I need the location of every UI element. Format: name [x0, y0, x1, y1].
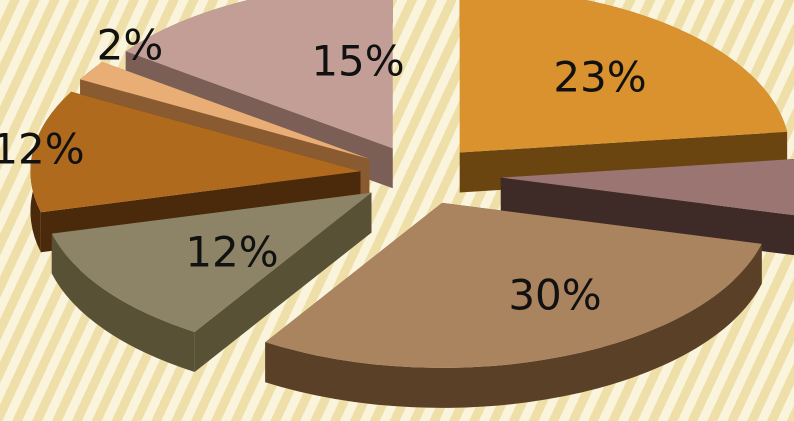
slice-label-0: 23%	[553, 53, 646, 102]
slice-tops	[30, 0, 794, 368]
slice-label-3: 12%	[185, 228, 278, 277]
pie-slice-0	[459, 0, 788, 153]
slice-label-5: 2%	[97, 21, 164, 70]
pie-slice-4	[30, 91, 361, 213]
slice-labels: 23% 30% 12% 12% 2% 15%	[0, 21, 647, 320]
pie-slice-3	[51, 192, 372, 332]
slice-label-6: 15%	[311, 37, 404, 86]
slice-edge-1-1	[500, 177, 794, 256]
slice-label-2: 30%	[508, 271, 601, 320]
slice-side-2	[265, 243, 762, 408]
pie-slice-2	[265, 202, 762, 368]
pie-slice-1	[500, 159, 794, 216]
slice-label-4: 12%	[0, 125, 85, 174]
pie-slice-5	[80, 61, 370, 159]
pie-slice-6	[125, 0, 393, 149]
slice-side-3	[51, 233, 195, 372]
